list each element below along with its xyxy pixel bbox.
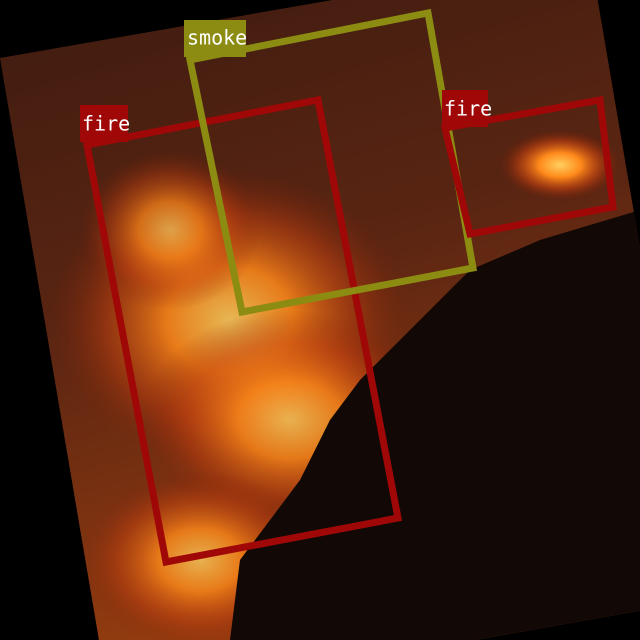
label: fire xyxy=(82,112,130,136)
boxes xyxy=(82,8,617,567)
box-fire xyxy=(82,95,403,567)
label-bg xyxy=(442,90,488,127)
label: smoke xyxy=(187,26,247,50)
box-fire xyxy=(440,95,617,239)
label-bg xyxy=(80,105,128,142)
box-smoke xyxy=(185,8,478,317)
label-bg xyxy=(184,20,246,57)
label: fire xyxy=(444,97,492,121)
